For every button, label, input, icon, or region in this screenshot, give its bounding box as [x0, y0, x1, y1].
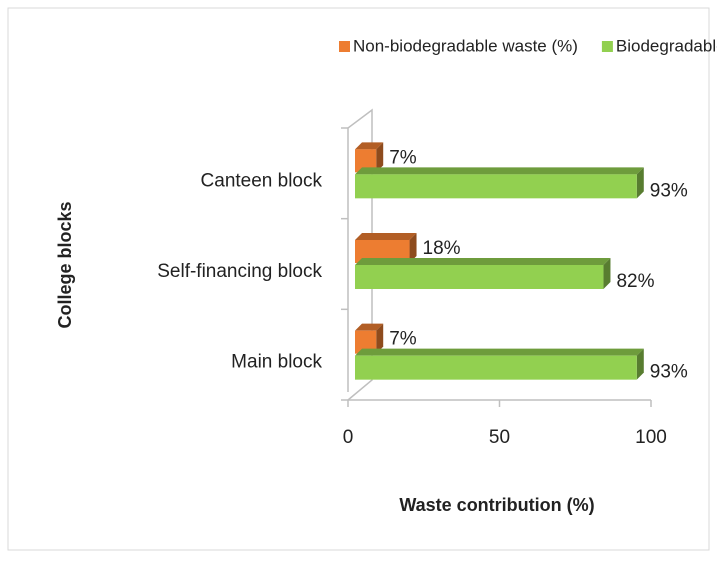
bar — [355, 149, 377, 173]
bar-side — [636, 167, 644, 199]
bar-top — [355, 167, 644, 175]
x-axis-title: Waste contribution (%) — [399, 495, 594, 515]
side-wall — [347, 108, 373, 401]
bar — [355, 355, 637, 380]
bar-side — [409, 233, 417, 263]
x-tick-label: 0 — [343, 427, 354, 448]
y-axis-title: College blocks — [55, 201, 75, 328]
bar-top — [355, 142, 384, 150]
bar-top — [355, 258, 611, 265]
bar — [355, 330, 377, 354]
bar — [355, 174, 637, 199]
legend-swatch — [601, 41, 613, 52]
bar — [355, 265, 604, 289]
x-tick-label: 50 — [489, 427, 510, 448]
y-tick-label: Main block — [231, 352, 322, 373]
x-tick-label: 100 — [635, 427, 667, 448]
legend-text: Biodegradable waste (%) — [616, 36, 717, 55]
bar — [355, 240, 410, 263]
bar-side — [603, 258, 611, 289]
bar-side — [376, 142, 384, 173]
value-label: 93% — [650, 362, 688, 383]
value-label: 7% — [389, 329, 417, 350]
legend-swatch — [339, 41, 350, 52]
value-label: 7% — [389, 147, 417, 168]
value-label: 93% — [650, 180, 688, 201]
legend-text: Non-biodegradable waste (%) — [353, 36, 578, 55]
bar-top — [355, 233, 417, 240]
value-label: 82% — [616, 271, 654, 292]
value-label: 18% — [423, 238, 461, 259]
y-tick-label: Self-financing block — [157, 261, 322, 282]
y-tick-label: Canteen block — [201, 170, 323, 191]
bar-side — [376, 323, 384, 354]
bar-top — [355, 348, 644, 356]
bar-top — [355, 323, 384, 331]
bar-side — [636, 348, 644, 380]
